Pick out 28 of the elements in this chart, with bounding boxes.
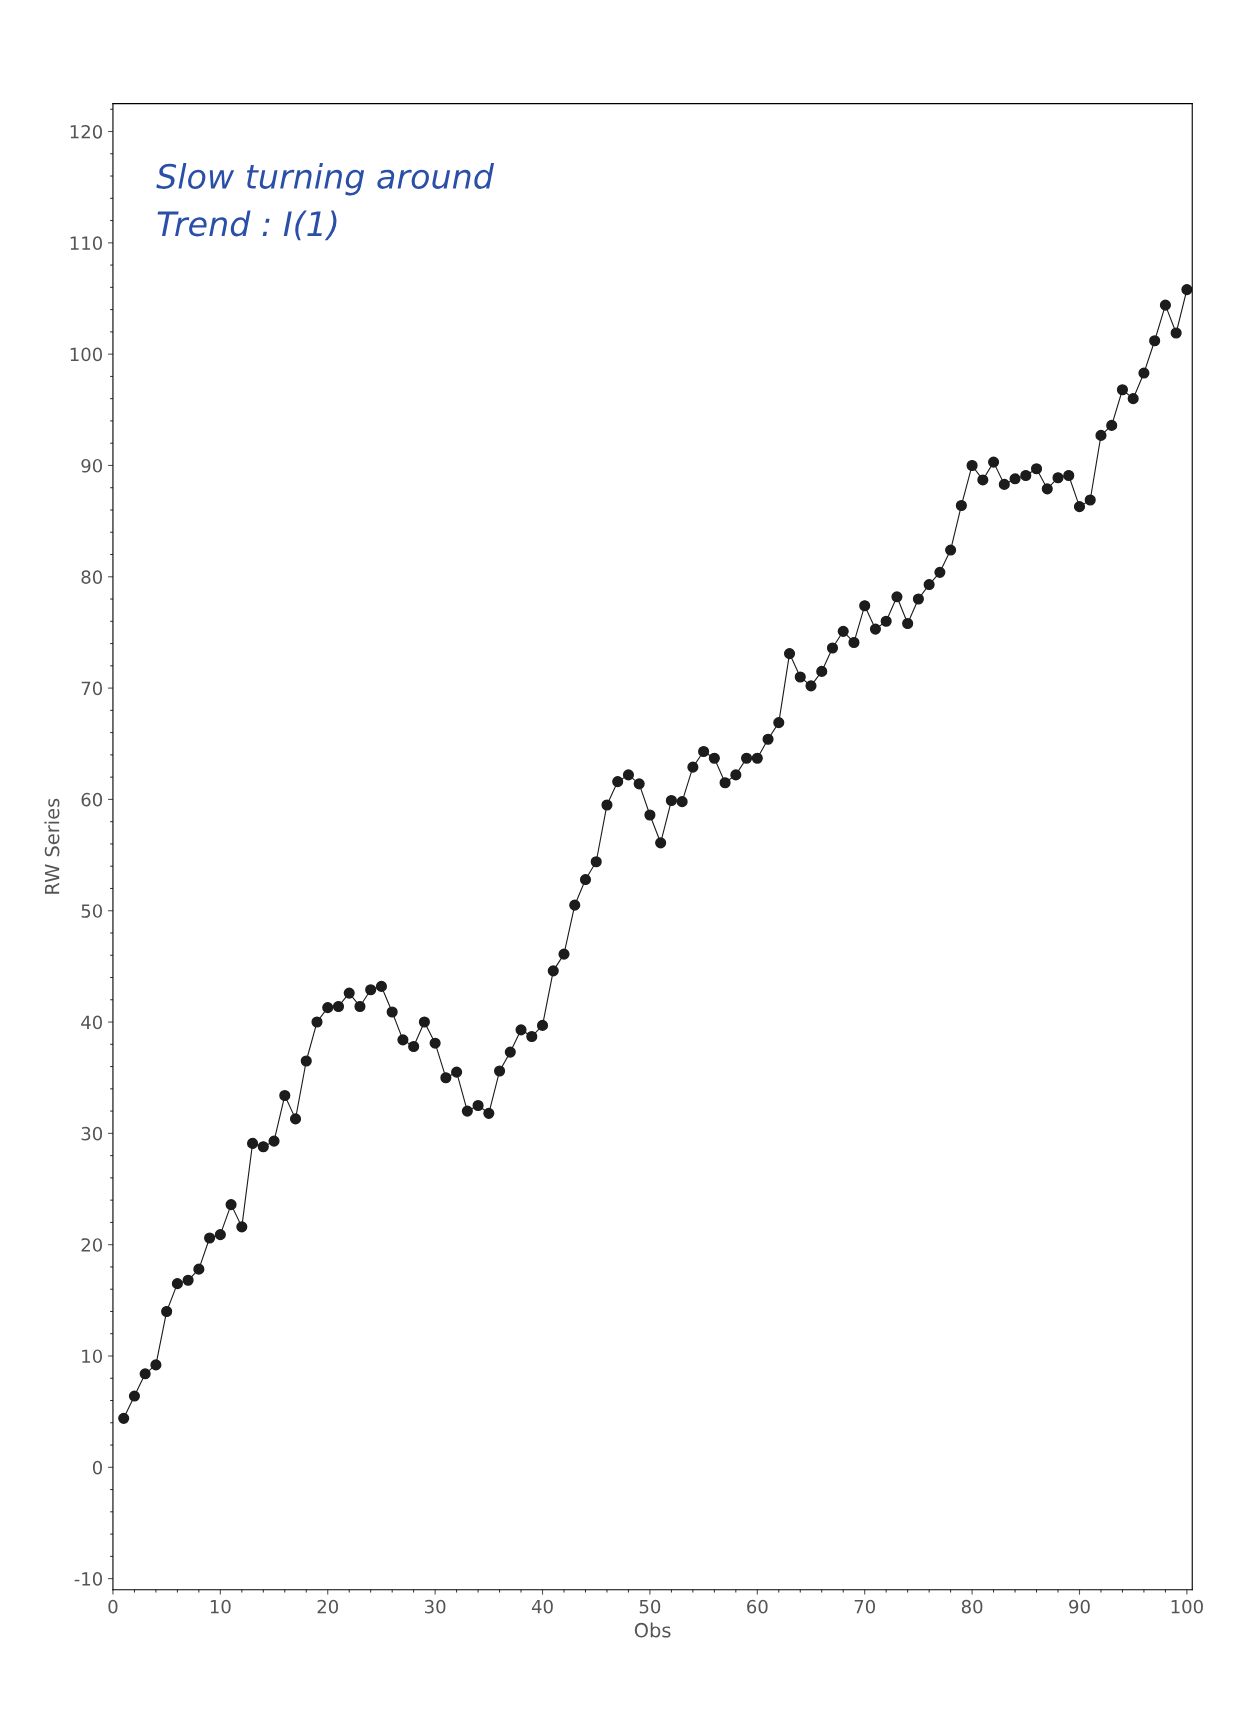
x-tick-label: 70 [854, 1599, 875, 1614]
y-tick-label: 50 [81, 904, 103, 918]
y-tick-label: 110 [70, 236, 103, 250]
y-tick-label: 60 [81, 792, 103, 807]
x-tick-label: 100 [1171, 1599, 1203, 1614]
y-axis-title: RW Series [44, 798, 60, 894]
y-tick-label: 70 [81, 681, 103, 696]
x-axis-title: Obs [634, 1622, 671, 1638]
y-tick-label: 120 [70, 124, 103, 139]
x-tick-label: 60 [747, 1599, 768, 1614]
y-tick-label: 90 [81, 458, 103, 473]
y-tick-label: 0 [92, 1460, 103, 1475]
y-tick-label: 40 [81, 1015, 103, 1030]
x-tick-label: 80 [961, 1599, 983, 1614]
y-tick-label: 10 [82, 1349, 103, 1364]
x-tick-label: 20 [317, 1599, 339, 1614]
x-tick-label: 40 [531, 1599, 553, 1614]
y-tick-label: 80 [81, 570, 103, 584]
y-tick-label: 100 [70, 347, 103, 362]
x-tick-label: 30 [425, 1599, 446, 1614]
x-tick-label: 0 [108, 1599, 118, 1614]
y-tick-label: 30 [81, 1126, 103, 1141]
x-tick-label: 50 [639, 1599, 661, 1614]
x-tick-label: 10 [210, 1599, 231, 1614]
y-tick-label: 20 [81, 1238, 103, 1252]
annotation: Slow turning around Trend : I(1) [156, 163, 495, 241]
x-tick-label: 90 [1069, 1599, 1090, 1614]
y-tick-label: -10 [74, 1572, 103, 1586]
